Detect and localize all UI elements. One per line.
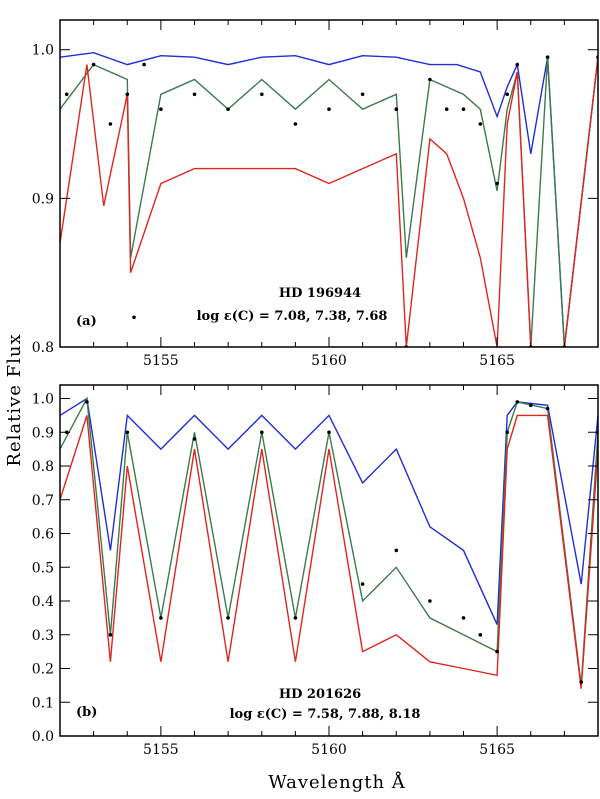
series-line-8.18 [60,414,598,689]
data-point [495,181,499,186]
data-point [327,107,331,111]
x-tick-label: 5165 [479,353,515,369]
data-point [478,633,483,637]
y-tick-label: 0.3 [32,628,54,644]
data-point [64,92,69,97]
y-tick-label: 1.0 [32,43,54,59]
y-tick-label: 0.9 [32,191,54,207]
y-tick-label: 0.0 [32,729,54,745]
panel-b-abundance: log ε(C) = 7.58, 7.88, 8.18 [230,707,421,722]
y-tick-label: 0.4 [32,594,54,610]
panel-a-label: (a) [76,314,97,329]
data-point [545,406,550,411]
panel-b-label: (b) [76,705,97,720]
data-point [461,616,466,620]
y-tick-label: 0.8 [32,340,54,356]
data-point [360,92,365,97]
panel-b-ticks: 5155 5160 5165 0.0 0.1 0.2 0.3 0.4 0.5 0.6 0.7 0.8 0… [32,385,599,758]
data-point [293,122,298,126]
data-point [260,92,264,97]
data-point [132,315,136,320]
data-point [260,430,264,435]
x-tick-label: 5155 [143,742,179,758]
series-observed [64,400,598,684]
x-tick-label: 5160 [311,353,347,369]
data-point [545,55,550,59]
series-line-7.58 [60,397,598,625]
x-tick-label: 5160 [311,742,347,758]
panel-b-star: HD 201626 [279,687,361,702]
panel-a-ticks: 5155 5160 5165 0.8 0.9 1.0 [32,20,599,369]
data-point [159,616,163,620]
series-line-7.38 [60,57,598,347]
series-line-7.08 [60,51,598,347]
data-point [192,437,197,441]
series-7.88 [60,396,598,686]
series-7.38 [60,57,598,347]
y-axis-title: Relative Flux [4,333,25,466]
series-7.68 [60,57,598,347]
data-point [142,62,146,67]
data-point [108,633,113,637]
panel-a-star: HD 196944 [279,286,361,301]
x-axis-title: Wavelength Å [268,771,406,793]
data-point [108,122,113,126]
series-7.58 [60,397,598,625]
y-tick-label: 0.2 [32,662,54,678]
data-point [444,107,449,111]
data-point [360,582,365,586]
data-point [327,430,331,435]
data-point [428,599,432,603]
y-tick-label: 0.7 [32,493,54,509]
x-tick-label: 5165 [479,742,515,758]
data-point [226,616,230,620]
data-point [394,548,399,553]
data-point [192,92,197,97]
data-point [515,400,520,404]
series-line-7.68 [60,57,598,347]
y-tick-label: 0.9 [32,425,54,441]
y-tick-label: 0.1 [32,695,54,711]
data-point [505,92,510,97]
data-point [428,77,432,82]
y-tick-label: 1.0 [32,392,54,408]
y-tick-label: 0.6 [32,527,54,543]
panel-a-plot-area [60,51,598,347]
data-point [226,107,230,111]
panel-b-plot-area [60,396,598,689]
panel-a: 5155 5160 5165 0.8 0.9 1.0 HD 196944 log ε(C)… [32,19,599,369]
series-8.18 [60,414,598,689]
data-point [478,122,483,126]
data-point [579,680,583,684]
data-point [529,403,533,408]
data-point [85,400,89,404]
data-point [394,107,399,111]
data-point [461,107,466,111]
data-point [505,430,510,435]
panel-b: 5155 5160 5165 0.0 0.1 0.2 0.3 0.4 0.5 0.6 0.7 0.8 0… [32,384,599,758]
panel-b-frame [59,384,599,737]
y-tick-label: 0.5 [32,560,54,576]
data-point [515,62,520,67]
data-point [159,107,163,111]
series-line-7.88 [60,396,598,686]
panel-a-abundance: log ε(C) = 7.08, 7.38, 7.68 [197,309,388,324]
data-point [495,649,499,654]
data-point [125,430,130,435]
y-tick-label: 0.8 [32,459,54,475]
data-point [293,616,298,620]
series-observed [64,55,598,347]
data-point [91,62,96,67]
x-tick-label: 5155 [143,353,179,369]
data-point [125,92,130,97]
series-7.08 [60,51,598,347]
